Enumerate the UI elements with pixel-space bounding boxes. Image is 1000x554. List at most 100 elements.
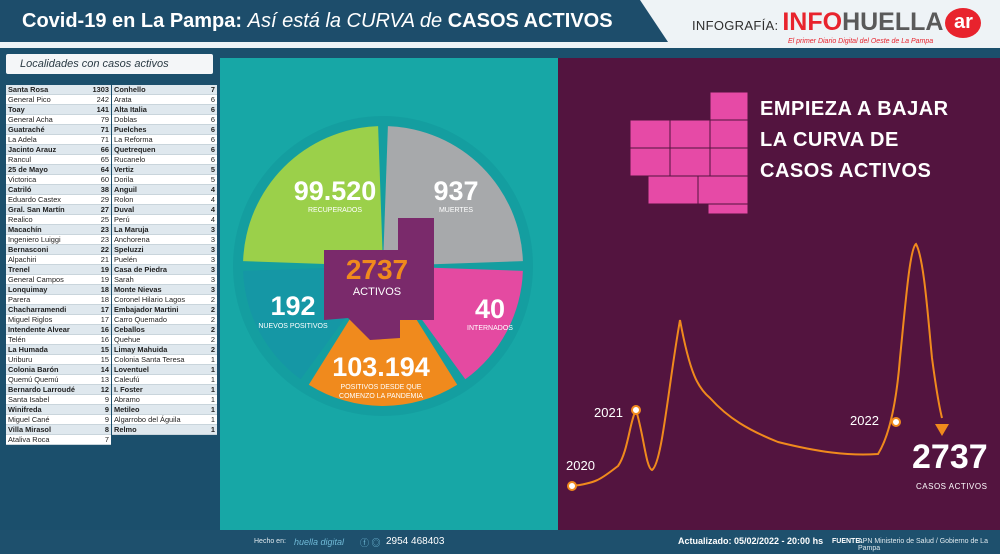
internados-label: INTERNADOS	[467, 325, 513, 332]
locality-count: 15	[100, 355, 109, 364]
table-row: Monte Nievas 3	[112, 285, 217, 295]
locality-name: Guatraché	[8, 125, 45, 134]
brand-huella: HUELLA	[842, 8, 944, 36]
table-row: Ingeniero Luiggi 23	[6, 235, 111, 245]
positivos-value: 103.194	[332, 352, 430, 382]
table-row: Trenel 19	[6, 265, 111, 275]
locality-count: 1	[210, 415, 215, 424]
localities-table-col1: Santa Rosa 1303 General Pico 242 Toay 141 Gene…	[6, 85, 111, 445]
footer-source-text: APN Ministerio de Salud / Gobierno de La…	[858, 538, 988, 552]
locality-name: Embajador Martini	[114, 305, 179, 314]
table-row: Anguil 4	[112, 185, 217, 195]
locality-count: 9	[104, 415, 109, 424]
table-row: Puelches 6	[112, 125, 217, 135]
locality-name: Catriló	[8, 185, 32, 194]
table-row: Santa Isabel 9	[6, 395, 111, 405]
locality-name: Anchorena	[114, 235, 150, 244]
locality-name: Anguil	[114, 185, 137, 194]
locality-count: 9	[104, 405, 109, 414]
table-row: Conhello 7	[112, 85, 217, 95]
table-row: Metileo 1	[112, 405, 217, 415]
localities-table-col2: Conhello 7 Arata 6 Alta Italia 6 Doblas 6 Puelch…	[112, 85, 217, 435]
locality-count: 4	[210, 185, 215, 194]
marker-2021	[631, 405, 641, 415]
table-row: Duval 4	[112, 205, 217, 215]
positivos-label: POSITIVOS DESDE QUE COMENZO LA PANDEMIA	[339, 384, 423, 400]
active-cases-value: 2737	[912, 438, 988, 476]
table-row: Chacharramendi 17	[6, 305, 111, 315]
locality-name: Parera	[8, 295, 31, 304]
locality-count: 6	[210, 105, 215, 114]
locality-name: Telén	[8, 335, 26, 344]
table-row: General Acha 79	[6, 115, 111, 125]
table-row: Telén 16	[6, 335, 111, 345]
table-row: Coronel Hilario Lagos 2	[112, 295, 217, 305]
locality-name: Intendente Alvear	[8, 325, 70, 334]
muertes-block: 937 MUERTES	[418, 176, 494, 214]
locality-count: 17	[100, 305, 109, 314]
internados-block: 40 INTERNADOS	[452, 294, 528, 332]
footer: Hecho en: huella digital ⓕ ◎ 2954 468403…	[0, 530, 1000, 554]
localities-subtitle: Localidades con casos activos	[6, 54, 213, 74]
table-row: Puelén 3	[112, 255, 217, 265]
locality-count: 66	[100, 145, 109, 154]
locality-count: 141	[96, 105, 109, 114]
locality-count: 3	[210, 285, 215, 294]
locality-name: Trenel	[8, 265, 30, 274]
page-title: Covid-19 en La Pampa: Así está la CURVA …	[22, 10, 613, 33]
social-icons: ⓕ ◎	[360, 538, 381, 548]
locality-name: General Acha	[8, 115, 53, 124]
nuevos-block: 192 NUEVOS POSITIVOS	[258, 291, 328, 331]
table-row: Alpachiri 21	[6, 255, 111, 265]
locality-count: 5	[210, 165, 215, 174]
locality-name: Colonia Santa Teresa	[114, 355, 185, 364]
muertes-value: 937	[433, 176, 479, 206]
table-row: La Adela 71	[6, 135, 111, 145]
locality-name: Macachín	[8, 225, 42, 234]
curve-arrowhead	[935, 424, 949, 436]
locality-count: 38	[100, 185, 109, 194]
locality-count: 3	[210, 225, 215, 234]
nuevos-value: 192	[270, 291, 316, 321]
table-row: Caleufú 1	[112, 375, 217, 385]
table-row: Doblas 6	[112, 115, 217, 125]
table-row: General Pico 242	[6, 95, 111, 105]
table-row: General Campos 19	[6, 275, 111, 285]
table-row: Loventuel 1	[112, 365, 217, 375]
footer-made-in: Hecho en:	[254, 538, 286, 545]
table-row: Quetrequen 6	[112, 145, 217, 155]
locality-count: 8	[104, 425, 109, 434]
locality-count: 6	[210, 95, 215, 104]
title-end: CASOS ACTIVOS	[447, 10, 613, 32]
locality-count: 1	[210, 405, 215, 414]
locality-name: Alta Italia	[114, 105, 147, 114]
locality-name: Casa de Piedra	[114, 265, 167, 274]
locality-count: 60	[100, 175, 109, 184]
locality-count: 3	[210, 275, 215, 284]
table-row: La Humada 15	[6, 345, 111, 355]
locality-count: 1	[210, 355, 215, 364]
locality-name: Santa Isabel	[8, 395, 50, 404]
locality-name: La Humada	[8, 345, 48, 354]
table-row: Eduardo Castex 29	[6, 195, 111, 205]
recuperados-block: 99.520 RECUPERADOS	[280, 176, 390, 214]
locality-name: 25 de Mayo	[8, 165, 48, 174]
locality-name: Eduardo Castex	[8, 195, 61, 204]
slice-recuperados	[243, 126, 383, 266]
locality-count: 27	[100, 205, 109, 214]
locality-name: Ceballos	[114, 325, 145, 334]
locality-name: Metileo	[114, 405, 140, 414]
locality-name: Ingeniero Luiggi	[8, 235, 61, 244]
year-2020: 2020	[566, 458, 595, 473]
locality-count: 19	[100, 265, 109, 274]
locality-name: Gral. San Martín	[8, 205, 65, 214]
locality-count: 6	[210, 135, 215, 144]
table-row: Macachín 23	[6, 225, 111, 235]
locality-count: 22	[100, 245, 109, 254]
active-cases-curve	[571, 242, 943, 487]
footer-source-label: FUENTE:	[832, 538, 863, 545]
pie-chart	[233, 116, 533, 416]
locality-name: Doblas	[114, 115, 138, 124]
locality-name: Colonia Barón	[8, 365, 59, 374]
la-pampa-map	[629, 91, 749, 215]
